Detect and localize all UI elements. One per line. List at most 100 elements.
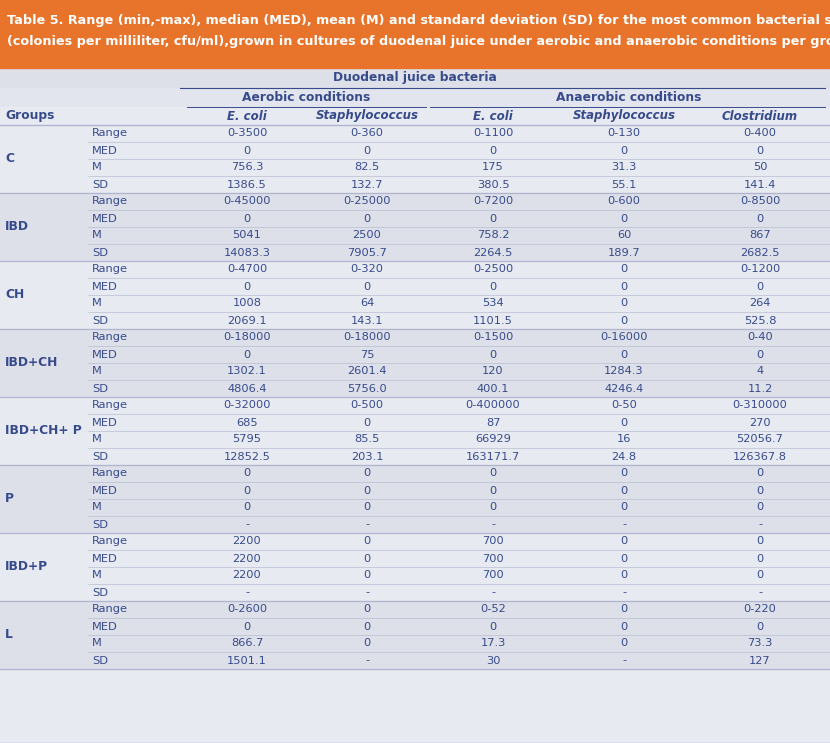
- Text: 0-400: 0-400: [744, 129, 777, 138]
- Text: 0: 0: [756, 469, 764, 478]
- Text: MED: MED: [92, 554, 118, 563]
- Text: Range: Range: [92, 536, 128, 547]
- Text: 400.1: 400.1: [476, 383, 510, 394]
- Text: 534: 534: [482, 299, 504, 308]
- Text: 2200: 2200: [232, 536, 261, 547]
- Text: 0-130: 0-130: [608, 129, 641, 138]
- Text: -: -: [365, 519, 369, 530]
- Text: 64: 64: [360, 299, 374, 308]
- Bar: [0, 584, 830, 601]
- Text: 17.3: 17.3: [481, 638, 505, 649]
- Text: 0-45000: 0-45000: [223, 196, 271, 207]
- Text: 0: 0: [490, 282, 496, 291]
- Text: 163171.7: 163171.7: [466, 452, 520, 461]
- Text: 11.2: 11.2: [747, 383, 773, 394]
- Text: M: M: [92, 299, 102, 308]
- Bar: [0, 107, 830, 125]
- Text: 0: 0: [756, 536, 764, 547]
- Text: 5041: 5041: [232, 230, 261, 241]
- Text: 0: 0: [756, 502, 764, 513]
- Bar: [0, 329, 830, 346]
- Text: Staphylococcus: Staphylococcus: [573, 109, 676, 123]
- Text: -: -: [245, 588, 249, 597]
- Text: E. coli: E. coli: [473, 109, 513, 123]
- Text: -: -: [758, 588, 762, 597]
- Text: -: -: [245, 519, 249, 530]
- Text: 24.8: 24.8: [612, 452, 637, 461]
- Text: 2601.4: 2601.4: [347, 366, 387, 377]
- Text: 16: 16: [617, 435, 631, 444]
- Text: IBD+P: IBD+P: [5, 560, 48, 574]
- Bar: [0, 397, 830, 414]
- Text: -: -: [758, 519, 762, 530]
- Text: Duodenal juice bacteria: Duodenal juice bacteria: [333, 71, 497, 85]
- Text: 0: 0: [620, 502, 627, 513]
- Text: 120: 120: [482, 366, 504, 377]
- Text: -: -: [622, 655, 626, 666]
- Text: 75: 75: [359, 349, 374, 360]
- Text: 0: 0: [620, 621, 627, 632]
- Text: 60: 60: [617, 230, 631, 241]
- Text: MED: MED: [92, 418, 118, 427]
- Text: Range: Range: [92, 469, 128, 478]
- Text: P: P: [5, 493, 14, 505]
- Text: CH: CH: [5, 288, 24, 302]
- Text: 0: 0: [490, 469, 496, 478]
- Bar: [0, 125, 830, 142]
- Text: 0: 0: [620, 282, 627, 291]
- Text: (colonies per milliliter, cfu/ml),grown in cultures of duodenal juice under aero: (colonies per milliliter, cfu/ml),grown …: [7, 35, 830, 48]
- Text: 0-1100: 0-1100: [473, 129, 513, 138]
- Text: Range: Range: [92, 196, 128, 207]
- Text: 0: 0: [243, 502, 251, 513]
- Text: 0-40: 0-40: [747, 333, 773, 343]
- Bar: [0, 159, 830, 176]
- Text: 756.3: 756.3: [231, 163, 263, 172]
- Text: 0-360: 0-360: [350, 129, 383, 138]
- Bar: [0, 68, 830, 88]
- Text: SD: SD: [92, 316, 108, 325]
- Text: SD: SD: [92, 588, 108, 597]
- Text: Clostridium: Clostridium: [722, 109, 798, 123]
- Text: -: -: [622, 588, 626, 597]
- Text: 73.3: 73.3: [747, 638, 773, 649]
- Text: 0-52: 0-52: [480, 605, 505, 614]
- Text: SD: SD: [92, 519, 108, 530]
- Text: 0: 0: [243, 146, 251, 155]
- Text: 132.7: 132.7: [351, 180, 383, 189]
- Text: 0: 0: [364, 571, 371, 580]
- Text: 4806.4: 4806.4: [227, 383, 266, 394]
- Text: 866.7: 866.7: [231, 638, 263, 649]
- Text: 7905.7: 7905.7: [347, 247, 387, 258]
- Text: MED: MED: [92, 213, 118, 224]
- Bar: [0, 567, 830, 584]
- Text: 0: 0: [243, 282, 251, 291]
- Bar: [0, 635, 830, 652]
- Text: 0: 0: [243, 349, 251, 360]
- Text: 270: 270: [749, 418, 771, 427]
- Bar: [0, 465, 830, 482]
- Text: 203.1: 203.1: [351, 452, 383, 461]
- Text: 0: 0: [756, 621, 764, 632]
- Text: 1284.3: 1284.3: [604, 366, 644, 377]
- Bar: [0, 431, 830, 448]
- Text: M: M: [92, 230, 102, 241]
- Text: 0-32000: 0-32000: [223, 400, 271, 410]
- Bar: [0, 363, 830, 380]
- Text: Range: Range: [92, 129, 128, 138]
- Text: MED: MED: [92, 146, 118, 155]
- Text: 700: 700: [482, 571, 504, 580]
- Text: 0: 0: [490, 349, 496, 360]
- Text: 1008: 1008: [232, 299, 261, 308]
- Text: L: L: [5, 629, 13, 641]
- Text: 0-400000: 0-400000: [466, 400, 520, 410]
- Text: 143.1: 143.1: [351, 316, 383, 325]
- Text: 0: 0: [364, 502, 371, 513]
- Text: Range: Range: [92, 265, 128, 274]
- Text: IBD+CH: IBD+CH: [5, 357, 58, 369]
- Bar: [0, 312, 830, 329]
- Text: 0: 0: [620, 485, 627, 496]
- Text: Range: Range: [92, 333, 128, 343]
- Text: 0-18000: 0-18000: [343, 333, 391, 343]
- Text: 0: 0: [364, 638, 371, 649]
- Text: 0: 0: [364, 605, 371, 614]
